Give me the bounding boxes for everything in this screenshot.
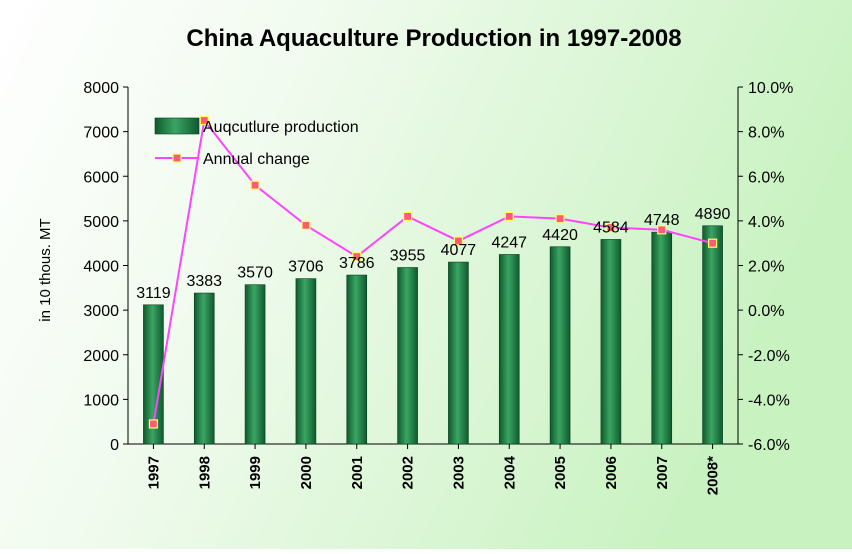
line-point (250, 180, 260, 190)
bar-data-label: 4584 (593, 219, 629, 236)
y-tick-label: 4000 (83, 259, 119, 276)
y-tick-label: 5000 (83, 214, 119, 231)
y2-tick-label: -2.0% (748, 348, 790, 365)
bar-data-label: 3570 (237, 265, 273, 282)
legend-line-marker (172, 153, 182, 163)
line-point (199, 115, 209, 126)
bar-data-label: 3706 (288, 259, 324, 276)
x-tick-label: 2000 (298, 456, 315, 489)
y-tick-label: 6000 (83, 169, 119, 186)
y-tick-label: 2000 (83, 348, 119, 365)
y-tick-label: 3000 (83, 303, 119, 320)
line-point (402, 211, 413, 222)
x-tick-label: 2002 (400, 456, 417, 489)
line-point (453, 236, 464, 246)
bar-data-label: 3383 (186, 273, 222, 290)
x-tick-label: 2006 (603, 456, 620, 489)
line-point (707, 238, 718, 248)
annual-change-line (152, 118, 713, 425)
y2-tick-label: 0.0% (748, 303, 784, 320)
y-axis-label: in 10 thous. MT (37, 218, 54, 321)
bar (702, 225, 723, 445)
line-point (148, 419, 159, 429)
bar (498, 254, 520, 445)
x-tick-label: 2008* (705, 456, 722, 495)
x-tick-label: 2003 (450, 456, 467, 489)
bar-data-label: 3955 (390, 248, 426, 265)
y2-tick-label: -6.0% (748, 437, 790, 454)
line-point (606, 222, 616, 233)
legend-bar-swatch (154, 117, 200, 135)
line-point (352, 251, 362, 262)
bar (600, 239, 622, 445)
plot-area: 0 1000 2000 3000 4000 5000 6000 7000 8000 -6.0% -4… (83, 80, 793, 495)
x-tick-label: 2005 (552, 456, 569, 489)
bar-data-label: 3119 (136, 285, 171, 302)
y-tick-label: 7000 (83, 125, 119, 142)
x-tick-label: 2001 (349, 456, 366, 489)
bar-data-label: 3786 (339, 255, 375, 272)
chart-title: China Aquaculture Production in 1997-200… (186, 25, 681, 52)
bar-data-label: 4420 (542, 227, 578, 244)
y2-tick-label: 2.0% (748, 259, 784, 276)
bar (448, 261, 469, 445)
line-point (301, 220, 311, 230)
x-tick-label: 1999 (247, 456, 264, 489)
line-point (657, 225, 667, 235)
y2-tick-label: 6.0% (748, 169, 784, 186)
bar (651, 231, 673, 445)
bar-data-label: 4077 (441, 242, 477, 259)
x-tick-label: 2007 (654, 456, 671, 489)
bar (397, 267, 418, 445)
bar-data-label: 4247 (491, 234, 527, 251)
y-tick-label: 1000 (83, 392, 119, 409)
y-tick-label: 0 (110, 437, 119, 454)
bar-data-label: 4890 (695, 206, 731, 223)
bar (295, 278, 317, 445)
line-point (504, 211, 514, 222)
y2-tick-label: 10.0% (748, 80, 793, 97)
x-tick-label: 1998 (196, 456, 213, 489)
x-tick-label: 1997 (145, 456, 162, 489)
y2-tick-label: -4.0% (748, 392, 790, 409)
y-tick-label: 8000 (83, 80, 119, 97)
legend-bar-label: Auqcutlure production (203, 119, 359, 136)
bar (549, 246, 571, 445)
y2-tick-label: 8.0% (748, 125, 784, 142)
line-point (555, 214, 565, 224)
y2-tick-label: 4.0% (748, 214, 784, 231)
bar-data-label: 4748 (644, 212, 680, 229)
x-tick-label: 2004 (501, 455, 518, 489)
bar (193, 292, 215, 445)
legend-line-label: Annual change (203, 151, 310, 168)
bar (244, 284, 266, 445)
bar (346, 274, 368, 445)
